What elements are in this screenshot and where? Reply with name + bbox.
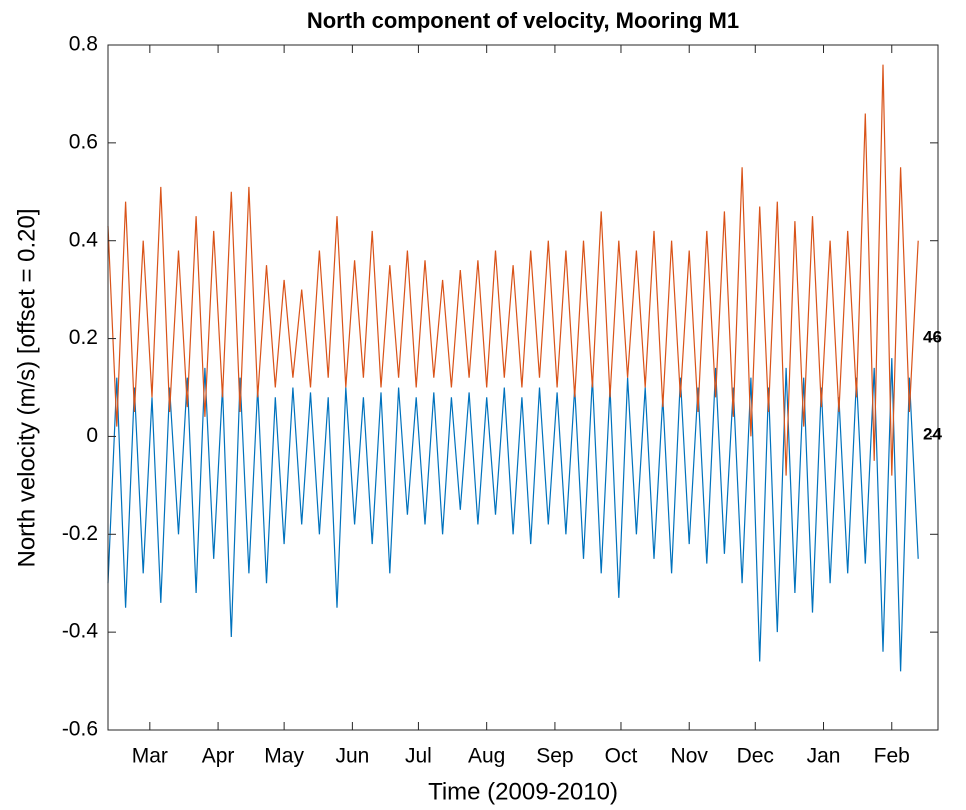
y-tick-label: 0.8 (69, 33, 98, 56)
y-tick-label: -0.4 (62, 620, 99, 643)
series-label: 46 (923, 327, 942, 346)
x-tick-label: May (264, 745, 304, 768)
x-tick-label: Sep (536, 745, 573, 768)
y-tick-label: -0.6 (62, 718, 98, 741)
x-tick-label: Jun (335, 745, 369, 768)
series-line (107, 64, 919, 476)
y-axis-label: North velocity (m/s) [offset = 0.20] (13, 208, 40, 567)
x-tick-label: Feb (874, 745, 910, 768)
plot-box (107, 44, 939, 731)
y-tick-label: 0.4 (69, 228, 99, 251)
x-tick-label: Jul (405, 745, 432, 768)
x-tick-label: Dec (737, 745, 774, 768)
x-tick-label: Mar (132, 745, 168, 768)
x-tick-label: Oct (605, 745, 638, 768)
x-tick-label: Jan (807, 745, 841, 768)
series-label: 24 (923, 424, 942, 443)
x-axis-label: Time (2009-2010) (428, 778, 618, 805)
x-tick-label: Aug (468, 745, 505, 768)
x-tick-label: Nov (671, 745, 709, 768)
y-tick-label: 0.2 (69, 326, 98, 349)
x-tick-label: Apr (202, 745, 235, 768)
y-tick-label: 0 (86, 424, 98, 447)
chart-title: North component of velocity, Mooring M1 (307, 8, 739, 33)
y-tick-label: -0.2 (62, 522, 98, 545)
series-line (107, 358, 919, 672)
y-tick-label: 0.6 (69, 130, 98, 153)
